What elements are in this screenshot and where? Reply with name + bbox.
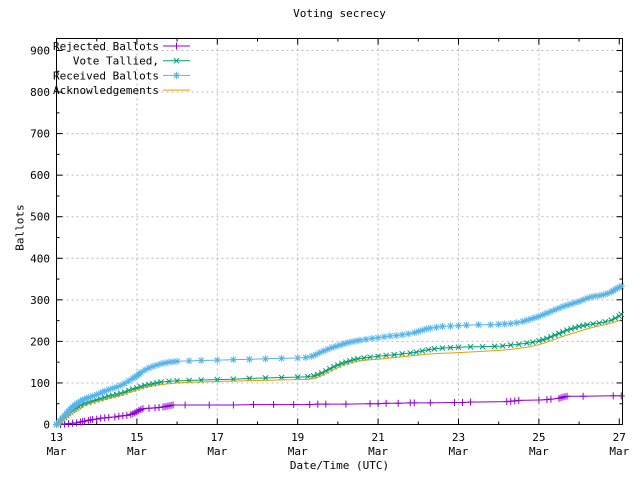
x-tick-day-label: 21 xyxy=(371,431,384,444)
chart-title: Voting secrecy xyxy=(293,7,386,20)
legend-sample-marker-rejected-ballots xyxy=(173,42,180,50)
x-tick-day-label: 25 xyxy=(532,431,545,444)
x-tick-month-label: Mar xyxy=(529,445,549,458)
y-tick-label: 400 xyxy=(30,252,50,265)
x-axis-title: Date/Time (UTC) xyxy=(289,459,390,472)
x-tick-day-label: 23 xyxy=(452,431,465,444)
x-tick-day-label: 19 xyxy=(291,431,304,444)
y-tick-label: 300 xyxy=(30,294,50,307)
x-tick-day-label: 15 xyxy=(130,431,143,444)
x-tick-month-label: Mar xyxy=(47,445,67,458)
x-tick-day-label: 17 xyxy=(211,431,224,444)
y-tick-label: 600 xyxy=(30,169,50,182)
x-tick-month-label: Mar xyxy=(127,445,147,458)
y-tick-label: 700 xyxy=(30,128,50,141)
legend-label-received-ballots: Received Ballots xyxy=(53,69,159,82)
y-tick-label: 500 xyxy=(30,211,50,224)
x-tick-month-label: Mar xyxy=(449,445,469,458)
legend-sample-marker-vote-tallied xyxy=(173,57,180,64)
series-line-acknowledgements xyxy=(56,318,622,425)
legend-label-acknowledgements: Acknowledgements xyxy=(53,84,159,97)
legend-label-rejected-ballots: Rejected Ballots xyxy=(53,40,159,53)
legend-label-vote-tallied: Vote Tallied, xyxy=(73,55,159,68)
x-tick-month-label: Mar xyxy=(368,445,388,458)
y-tick-label: 800 xyxy=(30,86,50,99)
x-tick-month-label: Mar xyxy=(207,445,227,458)
x-tick-month-label: Mar xyxy=(609,445,629,458)
plot-border xyxy=(56,38,623,425)
x-tick-month-label: Mar xyxy=(288,445,308,458)
y-tick-label: 0 xyxy=(43,419,50,432)
x-tick-day-label: 27 xyxy=(613,431,626,444)
y-tick-label: 900 xyxy=(30,45,50,58)
legend-sample-marker-received-ballots xyxy=(173,71,180,79)
y-tick-label: 100 xyxy=(30,377,50,390)
y-tick-label: 200 xyxy=(30,335,50,348)
x-tick-day-label: 13 xyxy=(50,431,63,444)
